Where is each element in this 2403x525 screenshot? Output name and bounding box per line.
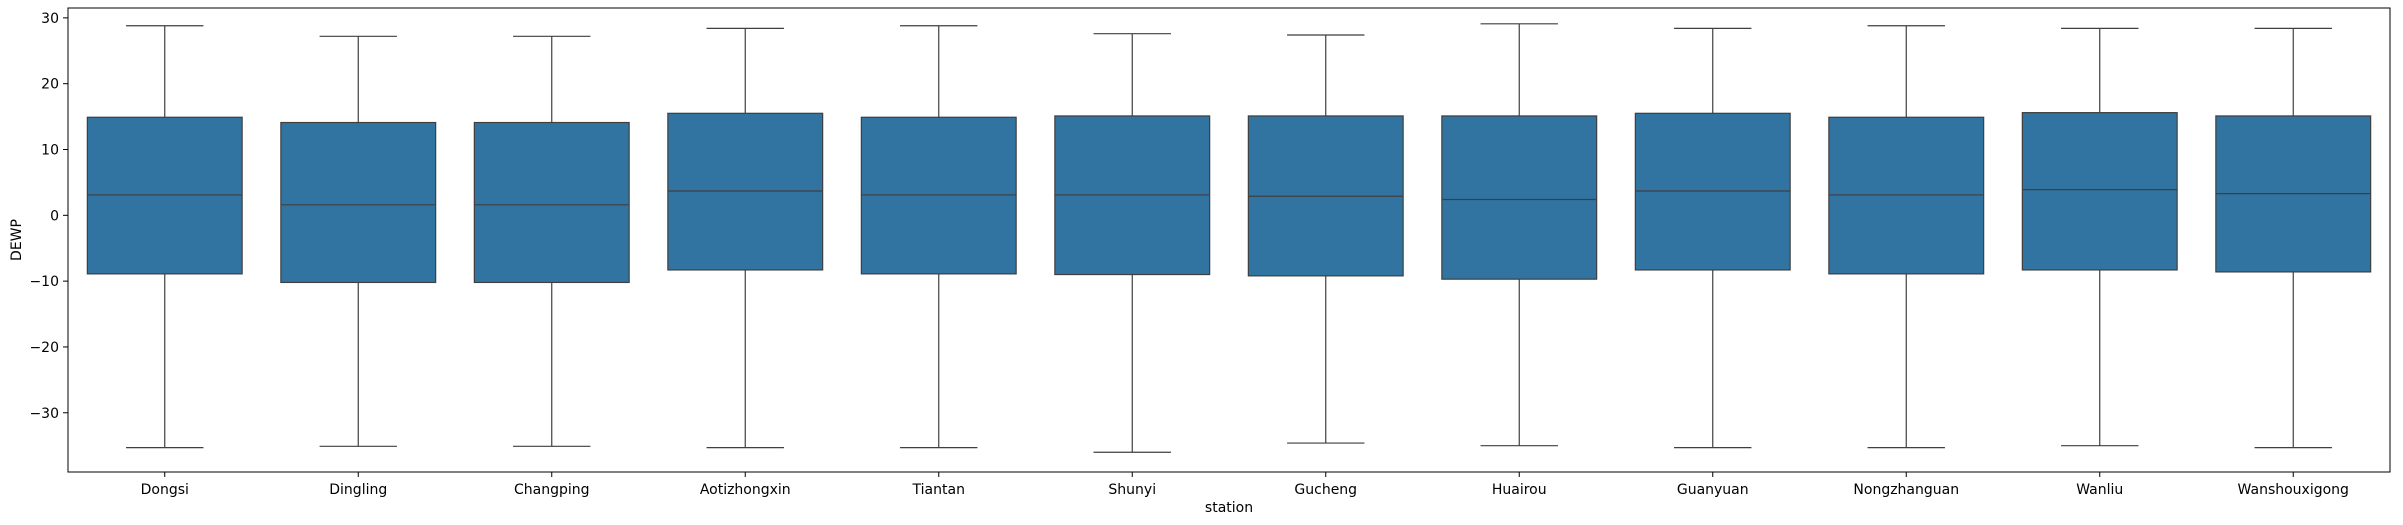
y-tick-label: −30 bbox=[29, 406, 59, 422]
box-gucheng bbox=[1247, 34, 1404, 444]
x-tick-label: Shunyi bbox=[1108, 482, 1156, 498]
box-wanshouxigong bbox=[2215, 27, 2372, 449]
x-tick-label: Gucheng bbox=[1294, 482, 1357, 498]
y-tick-label: 30 bbox=[41, 11, 59, 27]
x-tick-label: Wanliu bbox=[2076, 482, 2123, 498]
iqr-box bbox=[280, 121, 437, 284]
x-tick-label: Aotizhongxin bbox=[700, 482, 791, 498]
box-nongzhanguan bbox=[1828, 25, 1985, 449]
x-tick-label: Dongsi bbox=[141, 482, 189, 498]
y-axis: 30 20 10 0 −10 −20 −30 bbox=[29, 11, 68, 422]
y-tick-label: 10 bbox=[41, 143, 59, 159]
y-axis-label: DEWP bbox=[9, 219, 25, 261]
y-tick-label: 0 bbox=[50, 208, 59, 224]
iqr-box bbox=[2021, 112, 2178, 271]
x-tick-label: Nongzhanguan bbox=[1853, 482, 1959, 498]
x-axis-label: station bbox=[1205, 500, 1253, 516]
x-tick-label: Tiantan bbox=[912, 482, 965, 498]
box-shunyi bbox=[1054, 33, 1211, 453]
y-tick-label: −10 bbox=[29, 274, 59, 290]
x-tick-label: Dingling bbox=[329, 482, 387, 498]
box-changping bbox=[473, 35, 630, 447]
box-huairou bbox=[1441, 23, 1598, 447]
iqr-box bbox=[860, 116, 1017, 275]
x-tick-label: Guanyuan bbox=[1677, 482, 1749, 498]
x-axis: Dongsi Dingling Changping Aotizhongxin Tiant… bbox=[141, 472, 2349, 498]
x-tick-label: Wanshouxigong bbox=[2238, 482, 2349, 498]
iqr-box bbox=[1828, 116, 1985, 275]
box-tiantan bbox=[860, 25, 1017, 449]
iqr-box bbox=[86, 116, 243, 275]
plot-area bbox=[86, 23, 2372, 453]
iqr-box bbox=[473, 121, 630, 284]
x-tick-label: Huairou bbox=[1492, 482, 1547, 498]
box-aotizhongxin bbox=[667, 27, 824, 449]
iqr-box bbox=[1634, 112, 1791, 271]
box-wanliu bbox=[2021, 27, 2178, 447]
iqr-box bbox=[667, 112, 824, 271]
x-tick-label: Changping bbox=[514, 482, 590, 498]
iqr-box bbox=[1441, 115, 1598, 280]
y-tick-label: 20 bbox=[41, 77, 59, 93]
axes-frame bbox=[67, 7, 2391, 473]
box-dingling bbox=[280, 35, 437, 447]
y-tick-label: −20 bbox=[29, 340, 59, 356]
box-guanyuan bbox=[1634, 27, 1791, 449]
box-dongsi bbox=[86, 25, 243, 449]
